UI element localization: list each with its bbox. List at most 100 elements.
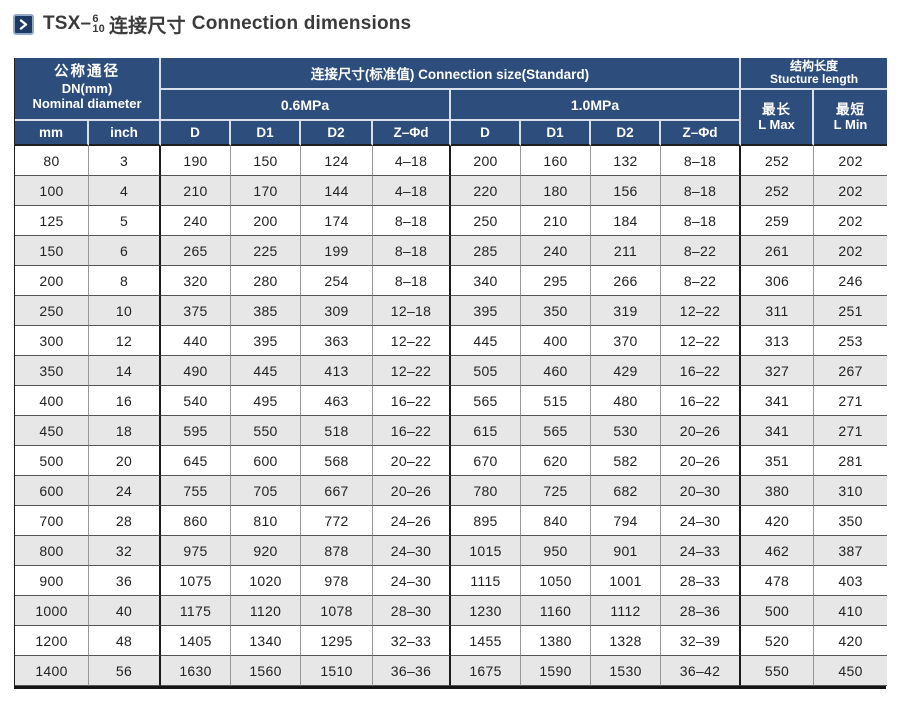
table-cell: 1175 xyxy=(161,596,231,626)
table-cell: 410 xyxy=(814,596,888,626)
table-cell: 18 xyxy=(89,416,161,446)
header-06-d1: D1 xyxy=(231,121,301,146)
table-cell: 3 xyxy=(89,146,161,176)
table-cell: 530 xyxy=(591,416,661,446)
table-cell: 124 xyxy=(301,146,373,176)
table-cell: 1380 xyxy=(521,626,591,656)
table-cell: 8–18 xyxy=(373,266,451,296)
table-row: 800 32 975 920 878 24–30 1015 950 901 24–33 462 387 xyxy=(15,536,888,566)
table-cell: 600 xyxy=(231,446,301,476)
table-cell: 12–22 xyxy=(373,356,451,386)
table-cell: 24–26 xyxy=(373,506,451,536)
table-cell: 202 xyxy=(814,206,888,236)
table-cell: 16–22 xyxy=(373,386,451,416)
table-cell: 413 xyxy=(301,356,373,386)
table-cell: 600 xyxy=(15,476,89,506)
table-cell: 772 xyxy=(301,506,373,536)
table-cell: 144 xyxy=(301,176,373,206)
table-cell: 150 xyxy=(15,236,89,266)
table-cell: 978 xyxy=(301,566,373,596)
table-cell: 36–42 xyxy=(661,656,742,686)
table-cell: 24–30 xyxy=(373,536,451,566)
table-cell: 28 xyxy=(89,506,161,536)
table-cell: 327 xyxy=(741,356,815,386)
title-cn: 连接尺寸 xyxy=(108,15,186,37)
header-l-min: 最短 L Min xyxy=(814,90,888,146)
table-cell: 132 xyxy=(591,146,661,176)
table-cell: 8–18 xyxy=(373,206,451,236)
table-cell: 1160 xyxy=(521,596,591,626)
table-row: 150 6 265 225 199 8–18 285 240 211 8–22 261 202 xyxy=(15,236,888,266)
table-cell: 1075 xyxy=(161,566,231,596)
table-cell: 12 xyxy=(89,326,161,356)
table-cell: 460 xyxy=(521,356,591,386)
table-cell: 160 xyxy=(521,146,591,176)
table-cell: 180 xyxy=(521,176,591,206)
table-cell: 200 xyxy=(451,146,521,176)
table-cell: 780 xyxy=(451,476,521,506)
table-cell: 10 xyxy=(89,296,161,326)
table-cell: 582 xyxy=(591,446,661,476)
table-cell: 800 xyxy=(15,536,89,566)
table-cell: 420 xyxy=(814,626,888,656)
table-cell: 6 xyxy=(89,236,161,266)
table-cell: 24–30 xyxy=(661,506,742,536)
table-cell: 202 xyxy=(814,146,888,176)
table-cell: 445 xyxy=(451,326,521,356)
table-cell: 32–33 xyxy=(373,626,451,656)
table-cell: 251 xyxy=(814,296,888,326)
header-inch: inch xyxy=(89,121,161,146)
table-cell: 202 xyxy=(814,236,888,266)
table-cell: 220 xyxy=(451,176,521,206)
table-row: 500 20 645 600 568 20–22 670 620 582 20–26 351 281 xyxy=(15,446,888,476)
table-cell: 36–36 xyxy=(373,656,451,686)
table-cell: 480 xyxy=(591,386,661,416)
table-cell: 1078 xyxy=(301,596,373,626)
table-cell: 261 xyxy=(741,236,815,266)
table-row: 450 18 595 550 518 16–22 615 565 530 20–26 341 271 xyxy=(15,416,888,446)
table-cell: 445 xyxy=(231,356,301,386)
table-cell: 265 xyxy=(161,236,231,266)
header-10-zphid: Z–Φd xyxy=(661,121,742,146)
table-row: 600 24 755 705 667 20–26 780 725 682 20–30 380 310 xyxy=(15,476,888,506)
table-cell: 150 xyxy=(231,146,301,176)
table-cell: 8 xyxy=(89,266,161,296)
table-cell: 620 xyxy=(521,446,591,476)
table-cell: 309 xyxy=(301,296,373,326)
table-cell: 700 xyxy=(15,506,89,536)
table-row: 125 5 240 200 174 8–18 250 210 184 8–18 259 202 xyxy=(15,206,888,236)
table-cell: 4–18 xyxy=(373,176,451,206)
table-cell: 550 xyxy=(741,656,815,686)
header-structure-length: 结构长度 Stucture length xyxy=(741,58,888,90)
table-cell: 320 xyxy=(161,266,231,296)
table-row: 900 36 1075 1020 978 24–30 1115 1050 1001 28–33 47… xyxy=(15,566,888,596)
table-cell: 12–18 xyxy=(373,296,451,326)
header-06-zphid: Z–Φd xyxy=(373,121,451,146)
table-cell: 920 xyxy=(231,536,301,566)
table-cell: 1230 xyxy=(451,596,521,626)
table-cell: 250 xyxy=(15,296,89,326)
table-cell: 100 xyxy=(15,176,89,206)
table-cell: 20 xyxy=(89,446,161,476)
table-cell: 520 xyxy=(741,626,815,656)
table-cell: 250 xyxy=(451,206,521,236)
table-cell: 12–22 xyxy=(661,326,742,356)
title-fraction: 6 10 xyxy=(92,13,105,35)
table-cell: 1405 xyxy=(161,626,231,656)
table-cell: 440 xyxy=(161,326,231,356)
table-cell: 200 xyxy=(15,266,89,296)
table-cell: 350 xyxy=(814,506,888,536)
table-cell: 8–18 xyxy=(373,236,451,266)
table-cell: 1630 xyxy=(161,656,231,686)
table-cell: 24 xyxy=(89,476,161,506)
table-cell: 20–30 xyxy=(661,476,742,506)
table-cell: 400 xyxy=(521,326,591,356)
title-prefix: TSX– xyxy=(43,13,92,34)
table-cell: 387 xyxy=(814,536,888,566)
table-cell: 1120 xyxy=(231,596,301,626)
table-cell: 8–22 xyxy=(661,266,742,296)
table-cell: 225 xyxy=(231,236,301,266)
connection-dimensions-table: 公称通径 DN(mm) Nominal diameter 连接尺寸(标准值) C… xyxy=(14,58,888,689)
table-cell: 252 xyxy=(741,176,815,206)
table-row: 400 16 540 495 463 16–22 565 515 480 16–22 341 271 xyxy=(15,386,888,416)
